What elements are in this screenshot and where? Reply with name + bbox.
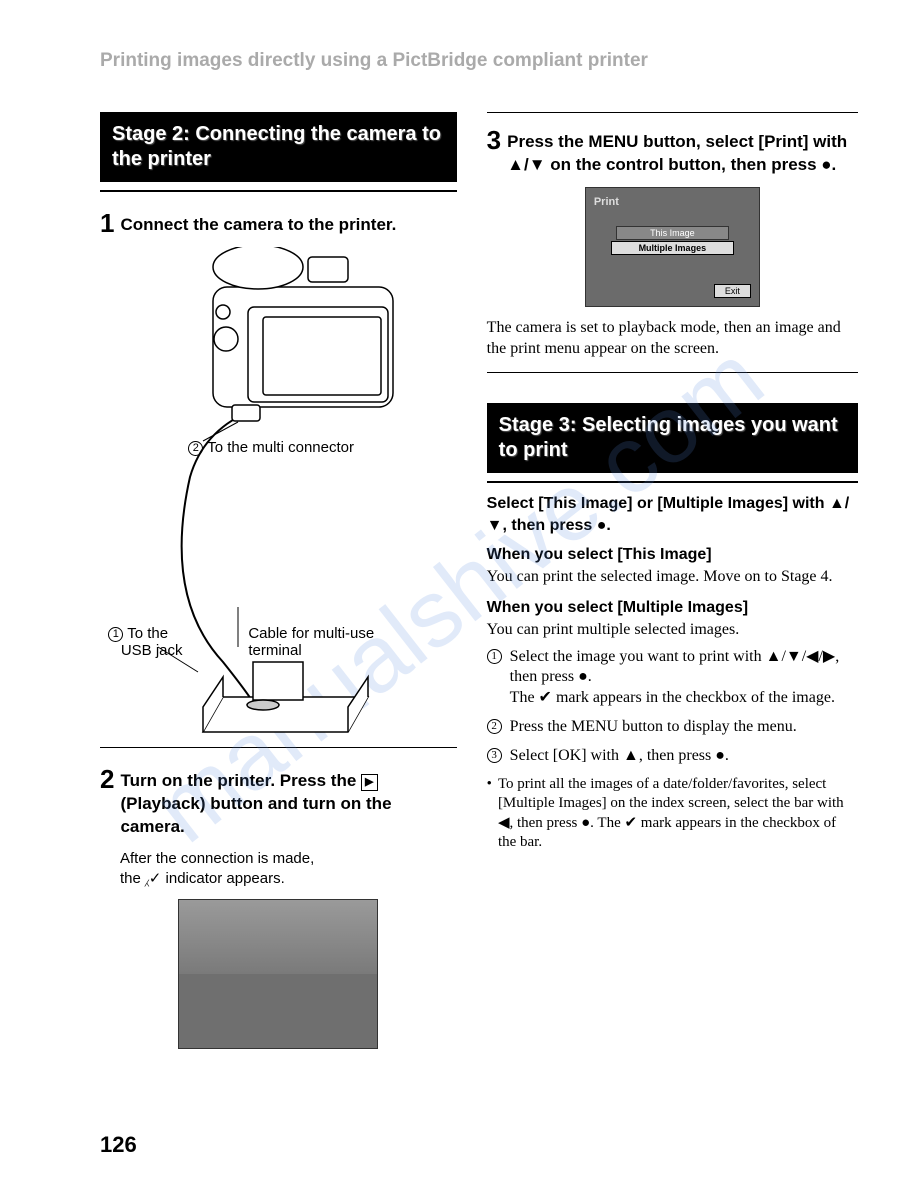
circled-3-icon: 3 [487, 748, 502, 763]
list-text: Press the MENU button to display the men… [510, 717, 797, 738]
text: indicator appears. [161, 870, 284, 887]
list-text: Select [OK] with ▲, then press ●. [510, 746, 729, 767]
step-1: 1 Connect the camera to the printer. [100, 210, 457, 237]
numbered-list: 1 Select the image you want to print wit… [487, 647, 858, 767]
left-column: Stage 2: Connecting the camera to the pr… [100, 112, 457, 1061]
when-multi-body: You can print multiple selected images. [487, 619, 858, 641]
bullet-icon: • [487, 775, 492, 853]
screen-lower [179, 974, 377, 1048]
label-usb-jack: 1 To the USB jack [108, 625, 182, 659]
menu-this-image: This Image [616, 226, 729, 240]
step-number: 2 [100, 766, 114, 792]
label-multi-connector: 2 To the multi connector [188, 439, 354, 456]
indicator-screen [178, 899, 378, 1049]
circled-2-icon: 2 [188, 441, 203, 456]
note-text: To print all the images of a date/folder… [498, 775, 858, 853]
text: (Playback) button and turn on the camera… [120, 794, 391, 836]
menu-print-label: Print [594, 196, 619, 208]
page-number: 126 [100, 1132, 137, 1158]
stage2-heading: Stage 2: Connecting the camera to the pr… [100, 112, 457, 182]
select-heading: Select [This Image] or [Multiple Images]… [487, 493, 858, 536]
after-menu-text: The camera is set to playback mode, then… [487, 317, 858, 360]
content-columns: Stage 2: Connecting the camera to the pr… [100, 112, 858, 1061]
circled-2-icon: 2 [487, 719, 502, 734]
list-text: Select the image you want to print with … [510, 647, 858, 709]
divider [100, 190, 457, 192]
label-text: To the [127, 625, 168, 642]
label-text: To the multi connector [207, 439, 354, 456]
label-text: Cable for multi-use [248, 625, 374, 642]
when-this-body: You can print the selected image. Move o… [487, 566, 858, 588]
divider [487, 481, 858, 483]
connection-diagram: 2 To the multi connector 1 To the USB ja… [108, 247, 448, 737]
label-cable: Cable for multi-use terminal [248, 625, 374, 659]
list-item: 2 Press the MENU button to display the m… [487, 717, 858, 738]
pictbridge-icon: ⁁✓ [145, 870, 161, 887]
stage3-heading: Stage 3: Selecting images you want to pr… [487, 403, 858, 473]
screen-upper [179, 900, 377, 974]
step-number: 1 [100, 210, 114, 236]
step-number: 3 [487, 127, 501, 153]
divider [487, 372, 858, 373]
print-menu-screen: Print This Image Multiple Images Exit [585, 187, 760, 307]
after-connection-text: After the connection is made, the ⁁✓ ind… [120, 849, 457, 890]
text: After the connection is made, [120, 850, 314, 867]
step-3: 3 Press the MENU button, select [Print] … [487, 127, 858, 177]
page-header: Printing images directly using a PictBri… [100, 50, 858, 72]
divider [487, 112, 858, 113]
list-item: 1 Select the image you want to print wit… [487, 647, 858, 709]
label-text: USB jack [121, 642, 183, 659]
playback-icon: ▶ [361, 774, 377, 791]
when-multi-heading: When you select [Multiple Images] [487, 597, 858, 619]
label-text: terminal [248, 642, 301, 659]
text: Turn on the printer. Press the [120, 771, 361, 790]
step-text: Connect the camera to the printer. [120, 210, 396, 237]
right-column: 3 Press the MENU button, select [Print] … [487, 112, 858, 1061]
menu-multiple-images: Multiple Images [611, 241, 734, 255]
circled-1-icon: 1 [487, 649, 502, 664]
menu-exit: Exit [714, 284, 751, 298]
divider [100, 747, 457, 748]
circled-1-icon: 1 [108, 627, 123, 642]
camera-printer-svg [108, 247, 448, 737]
step-text: Press the MENU button, select [Print] wi… [507, 127, 858, 177]
text: the [120, 870, 145, 887]
step-text: Turn on the printer. Press the ▶ (Playba… [120, 766, 456, 839]
list-item: 3 Select [OK] with ▲, then press ●. [487, 746, 858, 767]
footnote: • To print all the images of a date/fold… [487, 775, 858, 853]
step-2: 2 Turn on the printer. Press the ▶ (Play… [100, 766, 457, 839]
when-this-heading: When you select [This Image] [487, 544, 858, 566]
